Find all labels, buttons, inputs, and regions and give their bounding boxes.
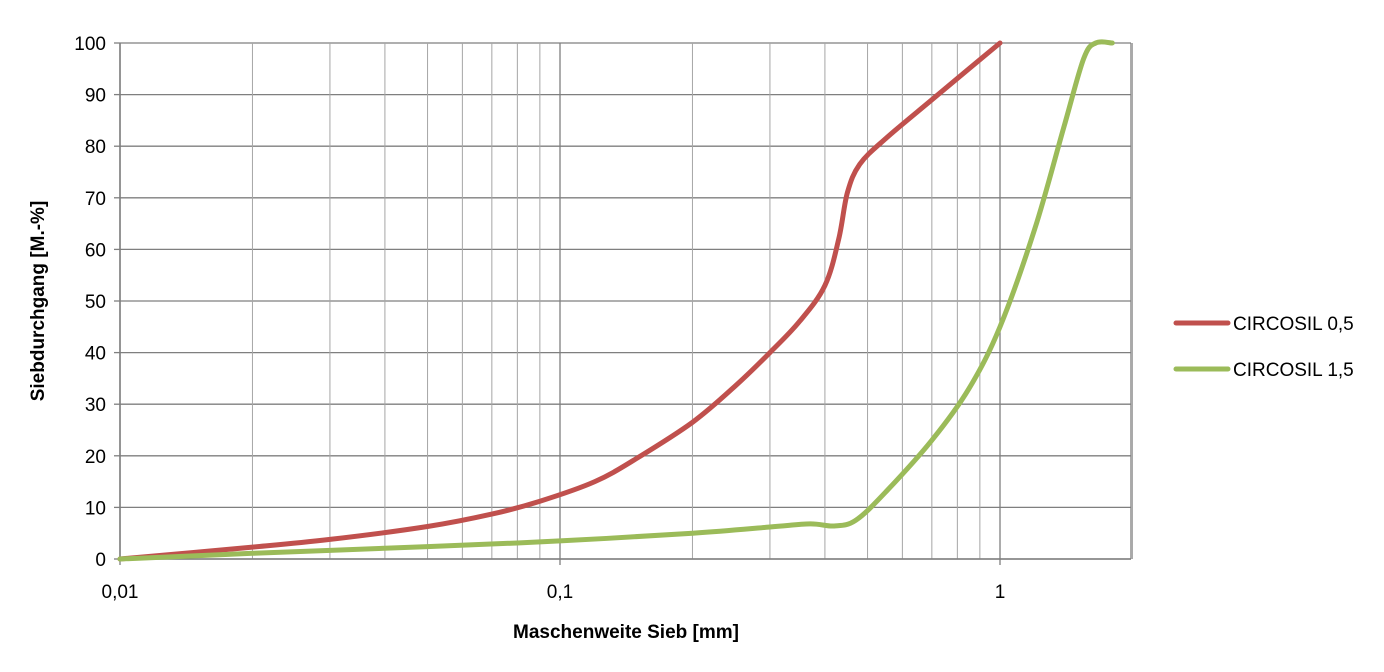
legend-label: CIRCOSIL 0,5	[1233, 314, 1354, 335]
y-tick-label: 30	[85, 395, 106, 416]
axis-layer	[114, 42, 1131, 565]
grid-layer	[119, 42, 1133, 560]
y-tick-label: 10	[85, 498, 106, 519]
y-tick-label: 0	[95, 550, 106, 571]
y-tick-label: 70	[85, 189, 106, 210]
y-tick-label: 80	[85, 137, 106, 158]
series-line-2	[117, 39, 1115, 562]
y-axis-title: Siebdurchgang [M.-%]	[28, 201, 49, 402]
series-line-1	[117, 40, 1003, 562]
y-tick-label: 40	[85, 344, 106, 365]
x-tick-label: 0,1	[547, 582, 573, 603]
y-tick-label: 60	[85, 240, 106, 261]
series-layer	[117, 39, 1115, 562]
legend-label: CIRCOSIL 1,5	[1233, 360, 1354, 381]
x-axis-title: Maschenweite Sieb [mm]	[513, 622, 739, 643]
y-tick-label: 50	[85, 292, 106, 313]
tick-label-layer: 0 10 20 30 40 50 60 70 80 90 100 0,01 0,1 1	[74, 34, 1005, 603]
y-tick-label: 20	[85, 447, 106, 468]
legend: CIRCOSIL 0,5 CIRCOSIL 1,5	[1173, 314, 1354, 381]
y-tick-label: 100	[74, 34, 106, 55]
x-tick-label: 0,01	[102, 582, 139, 603]
y-tick-label: 90	[85, 86, 106, 107]
x-tick-label: 1	[995, 582, 1006, 603]
